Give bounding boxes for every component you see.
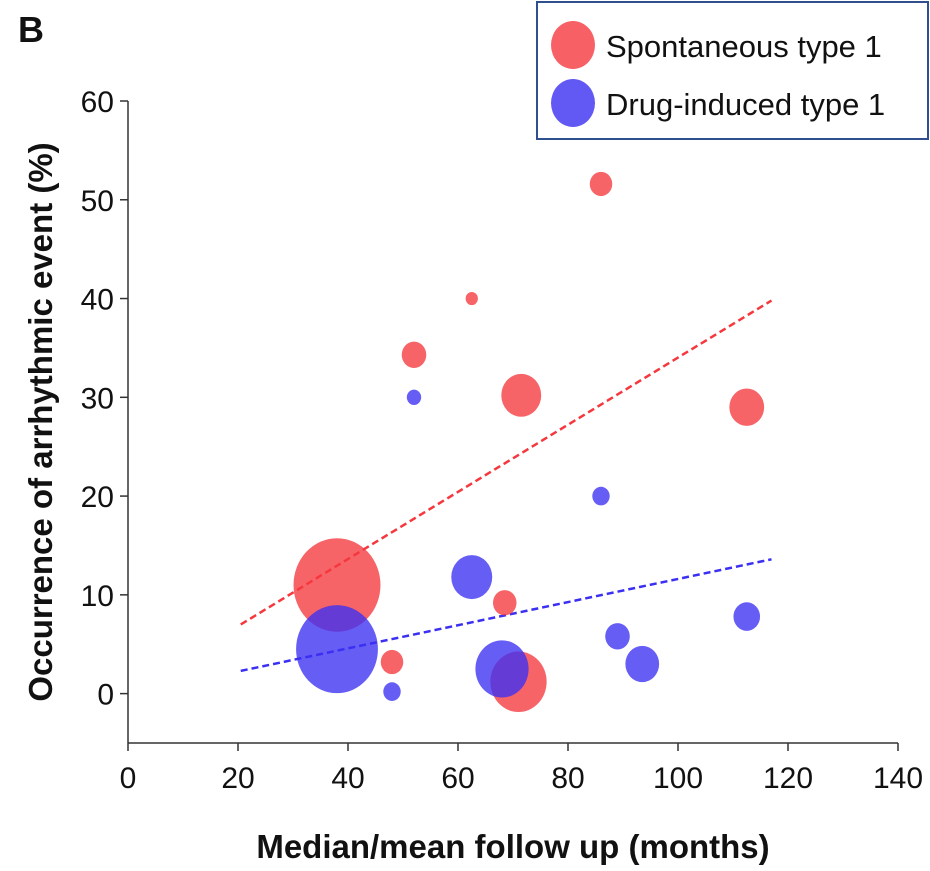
axes: 0 20 40 60 80 100 120 140 0 10 20 30 40 50 60 [81, 86, 923, 795]
bubble-drug-induced [592, 486, 610, 506]
legend-label-spontaneous: Spontaneous type 1 [606, 29, 882, 64]
bubble-spontaneous [293, 538, 381, 632]
bubble-drug-induced [383, 682, 401, 701]
bubble-spontaneous [380, 649, 404, 675]
legend-box [536, 1, 929, 140]
legend: Spontaneous type 1 Drug-induced type 1 [536, 1, 929, 140]
panel-label: B [18, 9, 44, 50]
bubble-spontaneous [492, 590, 517, 616]
x-tick-label: 0 [120, 762, 137, 795]
y-tick-label: 30 [81, 382, 114, 415]
bubble-drug-induced [406, 389, 422, 406]
bubble-spontaneous [501, 373, 542, 417]
bubble-spontaneous [401, 341, 427, 369]
y-tick-label: 60 [81, 86, 114, 119]
x-tick-label: 80 [551, 762, 584, 795]
legend-label-drug-induced: Drug-induced type 1 [606, 87, 885, 122]
x-tick-label: 120 [763, 762, 813, 795]
bubble-drug-induced [475, 640, 529, 698]
x-tick-label: 40 [331, 762, 364, 795]
bubble-spontaneous [729, 388, 765, 426]
x-tick-label: 100 [653, 762, 703, 795]
x-tick-label: 140 [873, 762, 923, 795]
bubble-spontaneous [589, 171, 613, 197]
y-axis-title: Occurrence of arrhythmic event (%) [22, 142, 59, 701]
x-tick-label: 20 [221, 762, 254, 795]
y-tick-label: 50 [81, 185, 114, 218]
bubble-drug-induced [625, 645, 660, 683]
bubble-drug-induced [451, 555, 493, 600]
x-tick-label: 60 [441, 762, 474, 795]
bubble-drug-induced [296, 605, 378, 694]
bubble-spontaneous [465, 291, 478, 306]
y-tick-label: 0 [97, 679, 114, 712]
bubble-drug-induced [605, 623, 630, 650]
legend-swatch-spontaneous [551, 21, 595, 69]
y-tick-label: 10 [81, 580, 114, 613]
y-tick-label: 40 [81, 284, 114, 317]
bubble-drug-induced [733, 602, 761, 631]
x-axis-title: Median/mean follow up (months) [256, 828, 769, 865]
legend-swatch-drug-induced [551, 79, 595, 127]
bubbles [293, 171, 765, 713]
y-tick-label: 20 [81, 481, 114, 514]
